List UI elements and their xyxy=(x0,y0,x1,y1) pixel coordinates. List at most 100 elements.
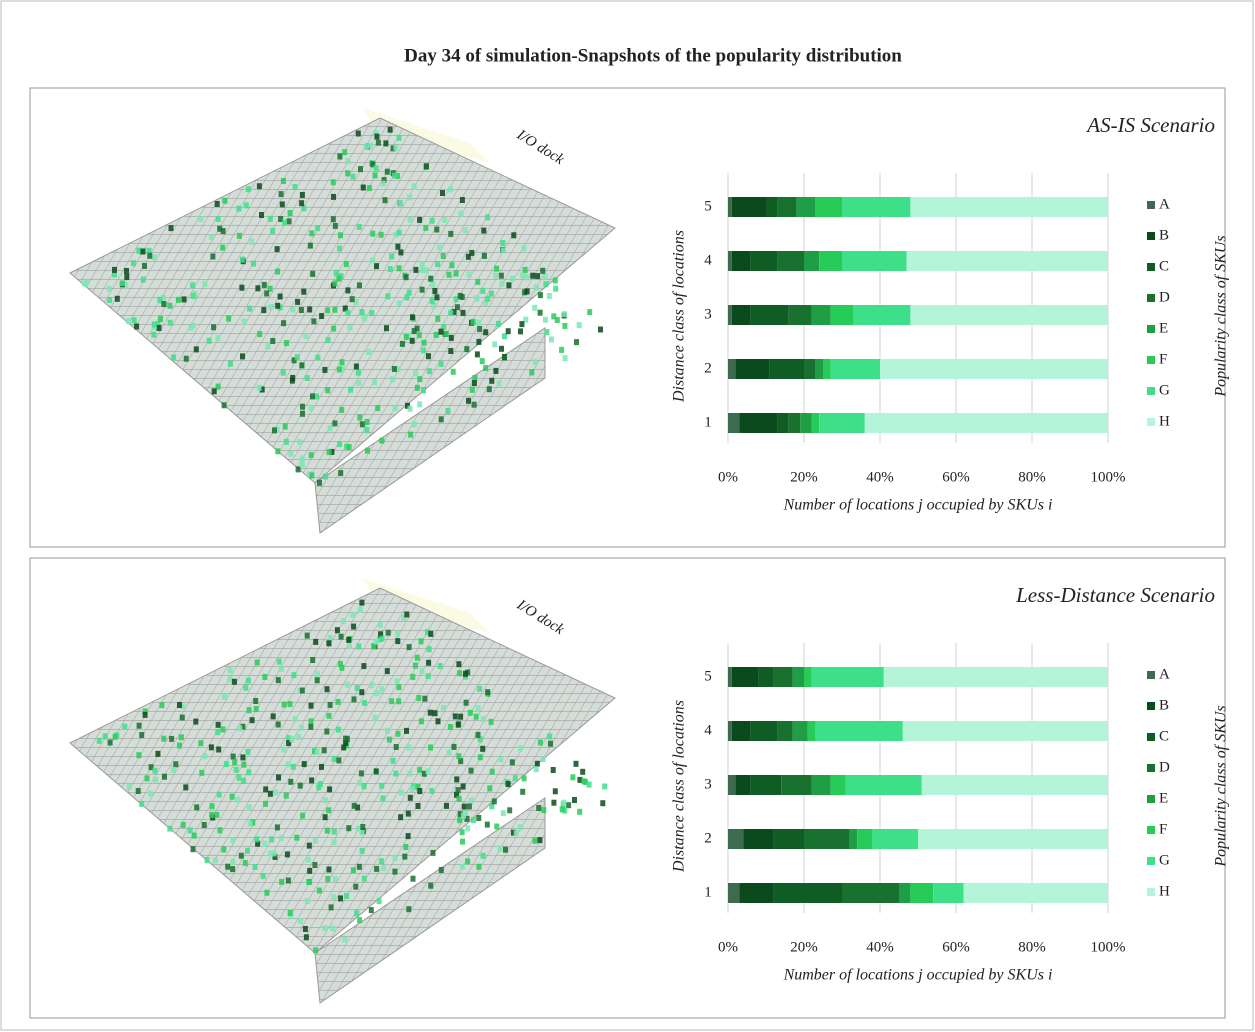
stored-sku xyxy=(139,800,145,807)
stored-sku xyxy=(471,401,477,408)
stored-sku xyxy=(270,713,276,720)
stored-sku xyxy=(259,212,264,218)
stored-sku xyxy=(209,812,214,818)
stored-sku xyxy=(366,349,372,355)
stored-sku xyxy=(396,134,402,141)
stored-sku xyxy=(398,249,404,256)
stored-sku xyxy=(215,383,221,390)
stored-sku xyxy=(319,313,325,319)
stored-sku xyxy=(262,673,268,680)
stored-sku xyxy=(550,767,556,773)
stored-sku xyxy=(343,735,349,742)
x-tick-label: 0% xyxy=(718,939,738,955)
stored-sku xyxy=(489,803,495,810)
stored-sku xyxy=(236,774,242,781)
stored-sku xyxy=(344,443,349,450)
x-tick-label: 20% xyxy=(790,469,818,485)
legend-swatch xyxy=(1147,733,1155,741)
stored-sku xyxy=(432,710,438,717)
stored-sku xyxy=(304,375,310,381)
stored-sku xyxy=(333,269,339,276)
stored-sku xyxy=(193,346,199,353)
bar-segment xyxy=(963,883,1108,903)
bar-segment xyxy=(849,829,858,849)
stored-sku xyxy=(305,856,311,863)
stored-sku xyxy=(199,769,205,776)
stored-sku xyxy=(541,807,547,814)
stored-sku xyxy=(537,739,543,746)
stored-sku xyxy=(426,368,432,375)
stored-sku xyxy=(389,698,395,705)
stored-sku xyxy=(410,875,416,882)
stored-sku xyxy=(156,325,162,331)
stored-sku xyxy=(364,418,370,425)
stored-sku xyxy=(401,614,407,621)
stored-sku xyxy=(413,266,419,273)
stored-sku xyxy=(371,643,377,650)
stored-sku xyxy=(480,287,486,294)
stored-sku xyxy=(191,832,197,839)
bar-segment xyxy=(728,197,732,217)
stored-sku xyxy=(261,281,267,288)
stored-sku xyxy=(497,845,503,852)
stored-sku xyxy=(456,753,462,760)
stored-sku xyxy=(413,370,419,377)
stored-sku xyxy=(264,889,270,896)
stored-sku xyxy=(342,305,348,312)
stored-sku xyxy=(247,820,253,827)
stored-sku xyxy=(392,172,397,179)
stored-sku xyxy=(433,331,439,338)
stored-sku xyxy=(326,449,332,456)
stored-sku xyxy=(288,913,294,920)
stored-sku xyxy=(331,755,337,762)
stored-sku xyxy=(337,245,342,252)
stored-sku xyxy=(361,663,367,670)
stored-sku xyxy=(315,225,321,232)
stored-sku xyxy=(346,636,352,643)
stored-sku xyxy=(471,380,477,387)
stored-sku xyxy=(460,783,466,790)
stored-sku xyxy=(559,806,565,813)
stored-sku xyxy=(549,336,554,343)
stored-sku xyxy=(291,357,297,364)
stored-sku xyxy=(298,917,303,924)
stored-sku xyxy=(326,712,332,719)
stored-sku xyxy=(314,671,320,678)
y-axis-label: Distance class of locations xyxy=(671,700,688,873)
stored-sku xyxy=(297,439,303,446)
stored-sku xyxy=(357,606,363,613)
stored-sku xyxy=(375,405,381,412)
stored-sku xyxy=(253,698,259,704)
stored-sku xyxy=(230,837,236,844)
stored-sku xyxy=(307,242,313,249)
stored-sku xyxy=(393,770,399,777)
stored-sku xyxy=(562,322,568,329)
stored-sku xyxy=(229,793,235,800)
stored-sku xyxy=(300,812,306,819)
stored-sku xyxy=(547,733,553,740)
stored-sku xyxy=(513,830,519,837)
stored-sku xyxy=(336,757,342,764)
stored-sku xyxy=(484,821,490,828)
stored-sku xyxy=(472,375,478,381)
stored-sku xyxy=(392,405,398,412)
stored-sku xyxy=(215,215,221,222)
stored-sku xyxy=(410,673,416,680)
stored-sku xyxy=(241,761,247,768)
stored-sku xyxy=(435,261,441,267)
stored-sku xyxy=(396,229,402,236)
stored-sku xyxy=(335,698,341,705)
stored-sku xyxy=(124,274,130,280)
stored-sku xyxy=(135,788,141,794)
stored-sku xyxy=(414,384,420,391)
stored-sku xyxy=(326,866,332,873)
stored-sku xyxy=(554,317,560,323)
bar-segment xyxy=(864,413,1108,433)
stored-sku xyxy=(252,864,258,870)
stored-sku xyxy=(353,363,359,370)
stored-sku xyxy=(398,814,404,821)
stored-sku xyxy=(466,271,472,278)
bar-segment xyxy=(811,667,884,687)
bar-segment xyxy=(830,359,880,379)
stored-sku xyxy=(298,307,304,313)
